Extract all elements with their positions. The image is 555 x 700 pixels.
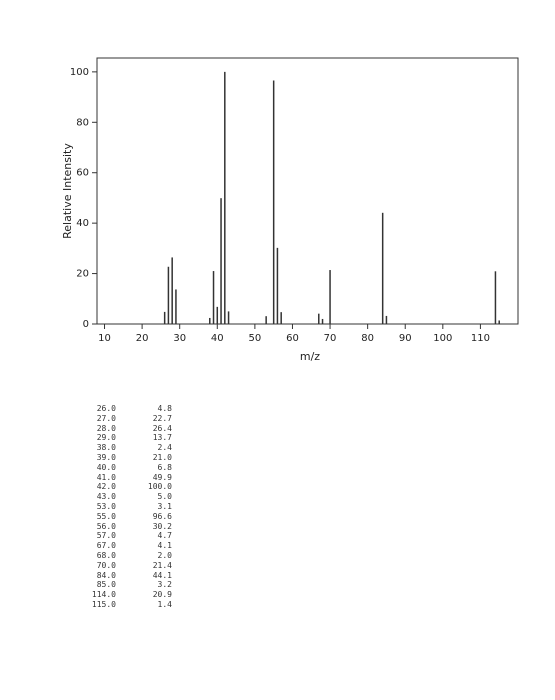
table-row: 38.0 2.4 xyxy=(80,443,172,453)
table-row: 53.0 3.1 xyxy=(80,502,172,512)
table-row: 67.0 4.1 xyxy=(80,541,172,551)
mz-cell: 68.0 xyxy=(96,550,116,560)
intensity-cell: 49.9 xyxy=(152,472,172,482)
y-tick-label: 40 xyxy=(76,218,89,229)
table-row: 40.0 6.8 xyxy=(80,463,172,473)
mz-cell: 114.0 xyxy=(91,590,116,600)
x-tick-label: 20 xyxy=(136,333,149,344)
mz-cell: 53.0 xyxy=(96,501,116,511)
x-tick-label: 60 xyxy=(286,333,299,344)
table-row: 39.0 21.0 xyxy=(80,453,172,463)
intensity-cell: 2.0 xyxy=(157,550,172,560)
intensity-cell: 2.4 xyxy=(157,443,172,453)
x-tick-label: 80 xyxy=(361,333,374,344)
intensity-cell: 96.6 xyxy=(152,511,172,521)
table-row: 29.0 13.7 xyxy=(80,433,172,443)
plot-frame xyxy=(96,57,519,325)
table-row: 26.0 4.8 xyxy=(80,404,172,414)
mz-cell: 67.0 xyxy=(96,541,116,551)
intensity-cell: 4.1 xyxy=(157,541,172,551)
mz-cell: 41.0 xyxy=(96,472,116,482)
x-tick-label: 100 xyxy=(433,333,452,344)
intensity-cell: 44.1 xyxy=(152,570,172,580)
x-tick-label: 10 xyxy=(98,333,111,344)
x-tick-label: 50 xyxy=(249,333,262,344)
table-row: 27.0 22.7 xyxy=(80,414,172,424)
intensity-cell: 100.0 xyxy=(147,482,172,492)
mz-cell: 70.0 xyxy=(96,560,116,570)
table-row: 42.0 100.0 xyxy=(80,482,172,492)
x-tick-label: 30 xyxy=(173,333,186,344)
table-row: 41.0 49.9 xyxy=(80,473,172,483)
mz-cell: 84.0 xyxy=(96,570,116,580)
table-row: 55.0 96.6 xyxy=(80,512,172,522)
chart: m/z Relative Intensity 0 20 40 60 80 100 10 20 3… xyxy=(61,57,519,363)
mz-cell: 28.0 xyxy=(96,423,116,433)
table-row: 115.0 1.4 xyxy=(80,600,172,610)
intensity-cell: 20.9 xyxy=(152,590,172,600)
mz-cell: 27.0 xyxy=(96,413,116,423)
intensity-cell: 21.0 xyxy=(152,452,172,462)
y-tick-label: 60 xyxy=(76,168,89,179)
table-row: 68.0 2.0 xyxy=(80,551,172,561)
intensity-cell: 22.7 xyxy=(152,413,172,423)
intensity-cell: 5.0 xyxy=(157,492,172,502)
table-row: 114.0 20.9 xyxy=(80,590,172,600)
table-row: 56.0 30.2 xyxy=(80,522,172,532)
x-axis-label: m/z xyxy=(300,350,320,363)
intensity-cell: 26.4 xyxy=(152,423,172,433)
table-row: 28.0 26.4 xyxy=(80,424,172,434)
mz-cell: 115.0 xyxy=(91,599,116,609)
intensity-cell: 13.7 xyxy=(152,433,172,443)
intensity-cell: 21.4 xyxy=(152,560,172,570)
y-tick-label: 20 xyxy=(76,269,89,280)
intensity-cell: 3.1 xyxy=(157,501,172,511)
mz-cell: 29.0 xyxy=(96,433,116,443)
mz-cell: 40.0 xyxy=(96,462,116,472)
peak-table: 26.0 4.8 27.0 22.7 28.0 26.4 29.0 13.7 38.0 2.4 39… xyxy=(80,404,172,610)
x-tick-label: 110 xyxy=(471,333,490,344)
table-row: 84.0 44.1 xyxy=(80,571,172,581)
y-axis-label: Relative Intensity xyxy=(61,143,74,239)
mz-cell: 57.0 xyxy=(96,531,116,541)
y-tick-label: 100 xyxy=(70,67,89,78)
intensity-cell: 6.8 xyxy=(157,462,172,472)
intensity-cell: 4.7 xyxy=(157,531,172,541)
table-row: 43.0 5.0 xyxy=(80,492,172,502)
mz-cell: 85.0 xyxy=(96,580,116,590)
mz-cell: 39.0 xyxy=(96,452,116,462)
x-tick-label: 90 xyxy=(399,333,412,344)
y-tick-label: 80 xyxy=(76,117,89,128)
table-row: 70.0 21.4 xyxy=(80,561,172,571)
intensity-cell: 4.8 xyxy=(157,404,172,413)
mz-cell: 26.0 xyxy=(96,404,116,413)
mz-cell: 56.0 xyxy=(96,521,116,531)
table-row: 85.0 3.2 xyxy=(80,580,172,590)
intensity-cell: 3.2 xyxy=(157,580,172,590)
table-row: 57.0 4.7 xyxy=(80,531,172,541)
y-tick-label: 0 xyxy=(83,319,89,330)
x-tick-label: 70 xyxy=(324,333,337,344)
mz-cell: 38.0 xyxy=(96,443,116,453)
x-tick-label: 40 xyxy=(211,333,224,344)
mz-cell: 55.0 xyxy=(96,511,116,521)
intensity-cell: 1.4 xyxy=(157,599,172,609)
intensity-cell: 30.2 xyxy=(152,521,172,531)
mz-cell: 42.0 xyxy=(96,482,116,492)
mz-cell: 43.0 xyxy=(96,492,116,502)
